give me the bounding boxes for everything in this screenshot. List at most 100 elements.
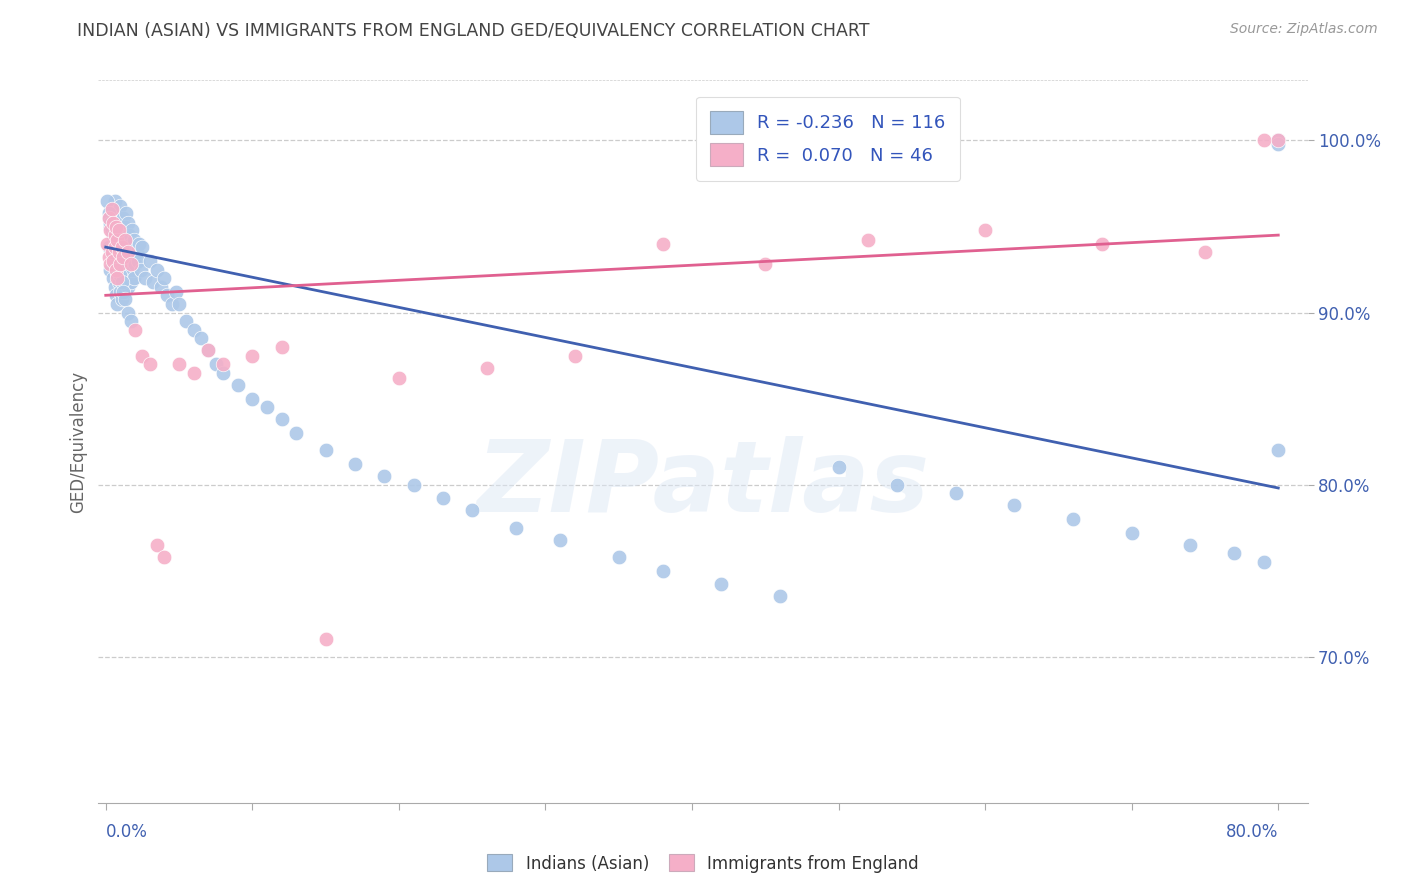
Point — [105, 219, 128, 234]
Point — [112, 275, 135, 289]
Point — [107, 271, 129, 285]
Point — [129, 262, 152, 277]
Point — [105, 223, 128, 237]
Point — [124, 323, 146, 337]
Point — [115, 240, 138, 254]
Point — [103, 233, 125, 247]
Text: ZIPatlas: ZIPatlas — [477, 436, 929, 533]
Point — [167, 297, 190, 311]
Point — [131, 240, 153, 254]
Point — [96, 236, 118, 251]
Point — [1267, 133, 1289, 147]
Point — [150, 279, 173, 293]
Point — [115, 271, 138, 285]
Point — [125, 245, 148, 260]
Point — [226, 377, 249, 392]
Point — [117, 216, 139, 230]
Point — [112, 211, 135, 225]
Point — [97, 251, 120, 265]
Point — [114, 253, 136, 268]
Legend: R = -0.236   N = 116, R =  0.070   N = 46: R = -0.236 N = 116, R = 0.070 N = 46 — [696, 96, 960, 181]
Point — [98, 262, 121, 277]
Point — [1267, 443, 1289, 458]
Point — [122, 233, 145, 247]
Point — [96, 194, 118, 208]
Point — [1194, 245, 1216, 260]
Point — [97, 211, 120, 225]
Text: INDIAN (ASIAN) VS IMMIGRANTS FROM ENGLAND GED/EQUIVALENCY CORRELATION CHART: INDIAN (ASIAN) VS IMMIGRANTS FROM ENGLAN… — [77, 22, 870, 40]
Point — [1062, 512, 1084, 526]
Point — [856, 233, 879, 247]
Point — [103, 236, 125, 251]
Point — [176, 314, 198, 328]
Point — [1253, 133, 1275, 147]
Point — [111, 257, 134, 271]
Point — [114, 292, 136, 306]
Point — [100, 223, 122, 237]
Point — [315, 632, 337, 647]
Point — [110, 199, 132, 213]
Point — [97, 206, 120, 220]
Point — [98, 216, 121, 230]
Point — [138, 357, 160, 371]
Point — [270, 412, 292, 426]
Point — [134, 271, 156, 285]
Point — [461, 503, 484, 517]
Point — [110, 285, 132, 299]
Point — [1004, 498, 1026, 512]
Point — [108, 245, 131, 260]
Point — [165, 285, 187, 299]
Point — [117, 251, 139, 265]
Point — [111, 240, 134, 254]
Point — [105, 288, 128, 302]
Point — [120, 314, 142, 328]
Point — [120, 275, 142, 289]
Point — [107, 297, 129, 311]
Point — [105, 257, 128, 271]
Point — [108, 223, 131, 237]
Point — [98, 223, 121, 237]
Point — [112, 251, 135, 265]
Point — [118, 268, 141, 282]
Point — [131, 349, 153, 363]
Point — [114, 233, 136, 247]
Point — [101, 253, 124, 268]
Point — [651, 564, 673, 578]
Point — [110, 262, 132, 277]
Point — [127, 253, 149, 268]
Point — [110, 233, 132, 247]
Point — [103, 194, 125, 208]
Point — [112, 245, 135, 260]
Point — [167, 357, 190, 371]
Point — [1180, 538, 1202, 552]
Point — [710, 577, 733, 591]
Point — [974, 223, 997, 237]
Point — [118, 228, 141, 243]
Point — [1267, 136, 1289, 151]
Point — [190, 331, 212, 345]
Point — [212, 366, 235, 380]
Point — [146, 262, 169, 277]
Point — [505, 520, 527, 534]
Point — [107, 240, 129, 254]
Point — [240, 349, 263, 363]
Point — [256, 400, 278, 414]
Point — [107, 268, 129, 282]
Point — [120, 236, 142, 251]
Point — [117, 279, 139, 293]
Point — [204, 357, 226, 371]
Point — [108, 251, 131, 265]
Point — [107, 233, 129, 247]
Point — [1091, 236, 1114, 251]
Point — [100, 245, 122, 260]
Point — [388, 371, 411, 385]
Point — [97, 211, 120, 225]
Point — [124, 257, 146, 271]
Text: Source: ZipAtlas.com: Source: ZipAtlas.com — [1230, 22, 1378, 37]
Point — [101, 245, 124, 260]
Point — [1121, 525, 1143, 540]
Point — [100, 202, 122, 217]
Point — [343, 457, 366, 471]
Point — [886, 477, 908, 491]
Point — [197, 343, 219, 358]
